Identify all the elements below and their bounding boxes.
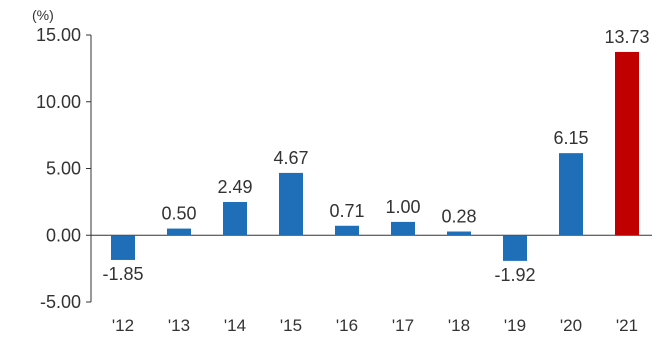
bar-15 bbox=[279, 172, 303, 236]
data-label: 0.50 bbox=[161, 204, 196, 224]
x-tick-label: '15 bbox=[280, 316, 302, 335]
data-label: -1.85 bbox=[102, 264, 143, 284]
x-tick-label: '16 bbox=[336, 316, 358, 335]
y-tick-label: 15.00 bbox=[36, 25, 81, 45]
bar-12 bbox=[111, 235, 135, 260]
y-tick-label: 0.00 bbox=[46, 225, 81, 245]
data-label: 0.28 bbox=[441, 207, 476, 227]
data-label: -1.92 bbox=[494, 265, 535, 285]
data-label: 13.73 bbox=[604, 27, 649, 47]
y-unit-label: (%) bbox=[32, 7, 54, 23]
bar-18 bbox=[447, 231, 471, 236]
x-tick-label: '21 bbox=[616, 316, 638, 335]
x-tick-label: '20 bbox=[560, 316, 582, 335]
x-axis-labels: '12 '13 '14 '15 '16 '17 '18 '19 '20 '21 bbox=[112, 316, 638, 335]
y-tick-label: 10.00 bbox=[36, 92, 81, 112]
bar-16 bbox=[335, 225, 359, 236]
x-tick-label: '18 bbox=[448, 316, 470, 335]
x-tick-label: '13 bbox=[168, 316, 190, 335]
bar-14 bbox=[223, 202, 247, 236]
y-tick-label: -5.00 bbox=[40, 292, 81, 312]
data-label: 1.00 bbox=[385, 197, 420, 217]
y-axis-ticks: 15.00 10.00 5.00 0.00 -5.00 bbox=[36, 25, 91, 312]
data-label: 0.71 bbox=[329, 201, 364, 221]
data-labels: -1.85 0.50 2.49 4.67 0.71 1.00 0.28 -1.92 6.15 13… bbox=[102, 27, 649, 285]
data-label: 6.15 bbox=[553, 128, 588, 148]
x-tick-label: '19 bbox=[504, 316, 526, 335]
bars bbox=[111, 51, 639, 261]
data-label: 4.67 bbox=[273, 148, 308, 168]
bar-19 bbox=[503, 235, 527, 261]
x-tick-label: '14 bbox=[224, 316, 246, 335]
bar-13 bbox=[167, 228, 191, 236]
data-label: 2.49 bbox=[217, 177, 252, 197]
bar-17 bbox=[391, 221, 415, 236]
bar-21 bbox=[615, 51, 639, 236]
x-tick-label: '12 bbox=[112, 316, 134, 335]
bar-20 bbox=[559, 153, 583, 236]
x-tick-label: '17 bbox=[392, 316, 414, 335]
y-tick-label: 5.00 bbox=[46, 159, 81, 179]
